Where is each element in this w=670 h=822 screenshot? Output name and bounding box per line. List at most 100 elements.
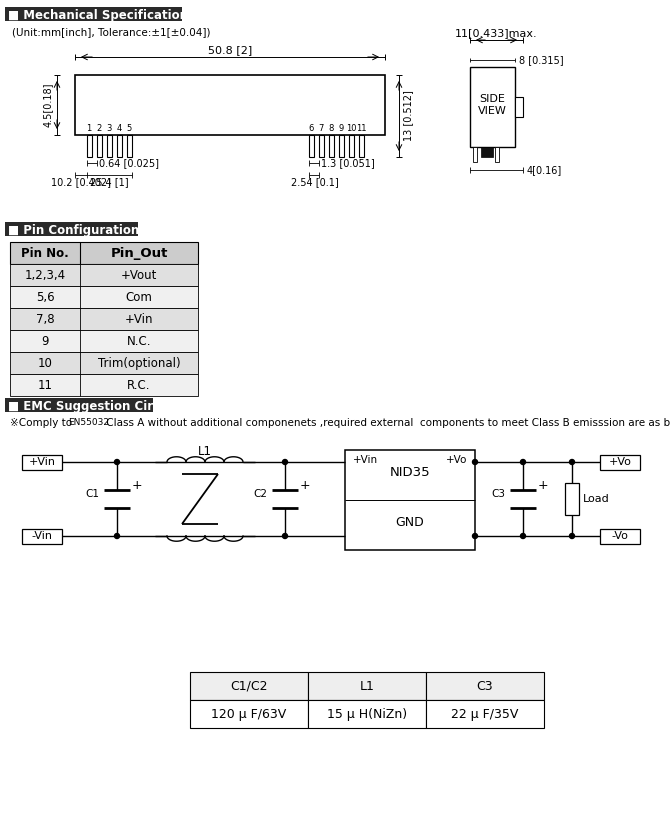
- Circle shape: [521, 533, 525, 538]
- Circle shape: [521, 459, 525, 464]
- Bar: [470, 67, 515, 147]
- Text: 7,8: 7,8: [36, 312, 54, 326]
- Text: L1: L1: [198, 445, 212, 458]
- Text: +Vin: +Vin: [29, 457, 56, 467]
- Text: C3: C3: [476, 680, 493, 692]
- Circle shape: [472, 533, 478, 538]
- Bar: [358, 135, 364, 157]
- Bar: [600, 455, 640, 469]
- Text: 1.3 [0.051]: 1.3 [0.051]: [321, 158, 375, 168]
- Bar: [10, 242, 198, 264]
- Bar: [190, 700, 308, 728]
- Text: 4.5[0.18]: 4.5[0.18]: [43, 83, 53, 127]
- Text: C1: C1: [85, 489, 99, 499]
- Bar: [127, 135, 131, 157]
- Text: C3: C3: [491, 489, 505, 499]
- Text: -Vo: -Vo: [612, 531, 628, 541]
- Bar: [22, 529, 62, 543]
- Bar: [338, 135, 344, 157]
- Text: C2: C2: [253, 489, 267, 499]
- Text: +Vout: +Vout: [121, 269, 157, 281]
- Text: +Vo: +Vo: [608, 457, 631, 467]
- Text: 2.54 [0.1]: 2.54 [0.1]: [291, 177, 339, 187]
- Text: EN55032: EN55032: [68, 418, 109, 427]
- Circle shape: [115, 459, 119, 464]
- Text: 50.8 [2]: 50.8 [2]: [208, 45, 252, 55]
- Text: Pin_Out: Pin_Out: [111, 247, 168, 260]
- Text: +Vo: +Vo: [446, 455, 467, 465]
- Bar: [5, 222, 138, 236]
- Text: 10.2 [0.402]: 10.2 [0.402]: [51, 177, 111, 187]
- Text: Trim(optional): Trim(optional): [98, 357, 180, 370]
- Text: SIDE: SIDE: [480, 94, 505, 104]
- Text: 25.4 [1]: 25.4 [1]: [90, 177, 129, 187]
- Text: N.C.: N.C.: [127, 335, 151, 348]
- Text: (Unit:mm[inch], Tolerance:±1[±0.04]): (Unit:mm[inch], Tolerance:±1[±0.04]): [12, 27, 210, 37]
- Bar: [10, 264, 198, 286]
- Bar: [318, 135, 324, 157]
- Bar: [5, 398, 153, 412]
- Bar: [107, 135, 111, 157]
- Bar: [75, 75, 385, 135]
- Bar: [308, 135, 314, 157]
- Circle shape: [283, 533, 287, 538]
- Text: Pin No.: Pin No.: [21, 247, 69, 260]
- Bar: [565, 483, 579, 515]
- Text: 10: 10: [38, 357, 52, 370]
- Text: +: +: [300, 479, 311, 492]
- Text: 10: 10: [346, 124, 356, 133]
- Circle shape: [115, 533, 119, 538]
- Text: 15 μ H(NiZn): 15 μ H(NiZn): [327, 708, 407, 721]
- Text: 120 μ F/63V: 120 μ F/63V: [211, 708, 287, 721]
- Bar: [10, 330, 198, 352]
- Bar: [10, 286, 198, 308]
- Text: 11: 11: [38, 378, 52, 391]
- Text: 8 [0.315]: 8 [0.315]: [519, 55, 563, 65]
- Text: 9: 9: [338, 124, 344, 133]
- Text: 5: 5: [127, 124, 131, 133]
- Text: 5,6: 5,6: [36, 290, 54, 303]
- Circle shape: [283, 459, 287, 464]
- Text: NID35: NID35: [390, 465, 430, 478]
- Bar: [345, 450, 475, 550]
- Bar: [515, 97, 523, 117]
- Bar: [22, 455, 62, 469]
- Bar: [308, 672, 426, 700]
- Text: VIEW: VIEW: [478, 106, 507, 116]
- Bar: [328, 135, 334, 157]
- Text: 4: 4: [117, 124, 122, 133]
- Bar: [600, 529, 640, 543]
- Bar: [10, 308, 198, 330]
- Text: 1: 1: [86, 124, 92, 133]
- Bar: [473, 147, 477, 162]
- Text: Class A without additional componenets ,required external  components to meet Cl: Class A without additional componenets ,…: [103, 418, 670, 428]
- Text: 1,2,3,4: 1,2,3,4: [24, 269, 66, 281]
- Bar: [5, 7, 182, 21]
- Text: 11: 11: [356, 124, 366, 133]
- Text: 2: 2: [96, 124, 102, 133]
- Bar: [117, 135, 121, 157]
- Bar: [96, 135, 101, 157]
- Text: ■ Pin Configuration: ■ Pin Configuration: [8, 224, 139, 237]
- Text: GND: GND: [395, 515, 424, 529]
- Bar: [308, 700, 426, 728]
- Text: R.C.: R.C.: [127, 378, 151, 391]
- Text: 22 μ F/35V: 22 μ F/35V: [452, 708, 519, 721]
- Text: +Vin: +Vin: [125, 312, 153, 326]
- Text: ■ Mechanical Specification: ■ Mechanical Specification: [8, 9, 188, 22]
- Text: 9: 9: [42, 335, 49, 348]
- Text: +: +: [132, 479, 143, 492]
- Text: ■ EMC Suggestion Circuit: ■ EMC Suggestion Circuit: [8, 400, 178, 413]
- Text: 13 [0.512]: 13 [0.512]: [403, 90, 413, 141]
- Bar: [426, 672, 544, 700]
- Text: 0.64 [0.025]: 0.64 [0.025]: [99, 158, 159, 168]
- Circle shape: [570, 459, 574, 464]
- Text: 11[0.433]max.: 11[0.433]max.: [455, 28, 538, 38]
- Bar: [190, 672, 308, 700]
- Bar: [426, 700, 544, 728]
- Bar: [495, 147, 499, 162]
- Bar: [10, 374, 198, 396]
- Text: Com: Com: [125, 290, 153, 303]
- Text: +: +: [538, 479, 549, 492]
- Text: 3: 3: [107, 124, 112, 133]
